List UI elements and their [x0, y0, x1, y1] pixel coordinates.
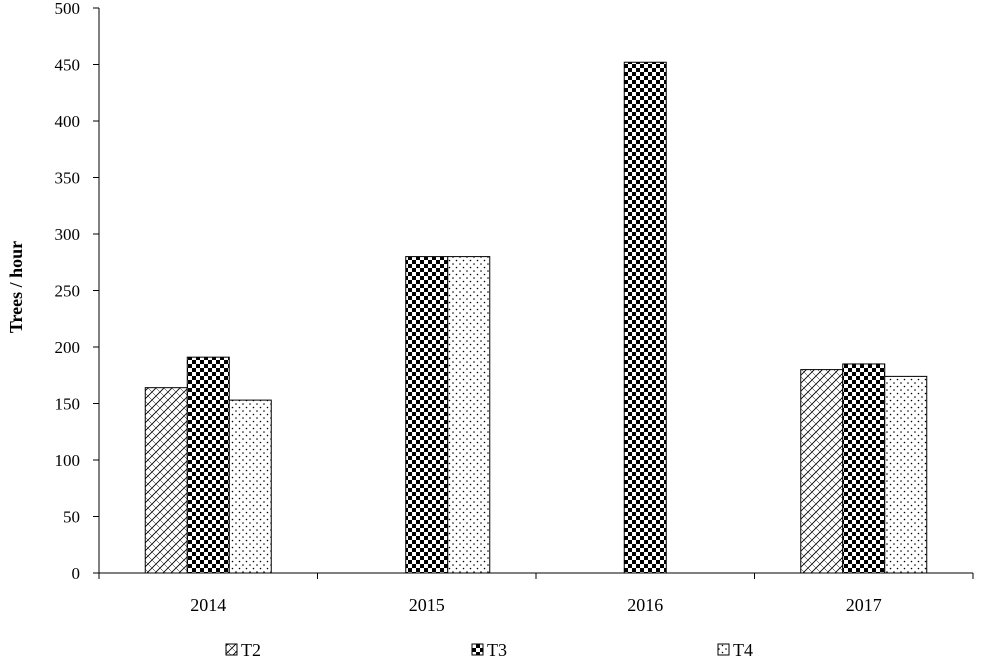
y-tick-label: 0 [72, 564, 81, 583]
x-axis: 2014 2015 2016 2017 [98, 572, 974, 615]
x-tick-label: 2016 [627, 595, 663, 615]
bar-t3-2016 [623, 61, 667, 574]
y-axis: 0 50 100 150 200 250 300 350 400 450 500 [55, 0, 100, 583]
y-tick-label: 200 [55, 338, 81, 357]
y-tick-label: 450 [55, 56, 81, 75]
legend-label-t2: T2 [241, 640, 261, 660]
bar-t2-2014 [144, 387, 188, 574]
x-tick-label: 2015 [409, 595, 445, 615]
y-tick-label: 100 [55, 451, 81, 470]
bar-t3-2015 [405, 256, 449, 574]
bar-t2-2017 [800, 369, 844, 574]
legend: T2 T3 T4 [225, 640, 753, 660]
x-tick-label: 2014 [190, 595, 226, 615]
legend-label-t3: T3 [487, 640, 507, 660]
legend-swatch-t2 [225, 643, 238, 656]
bars-group [144, 61, 928, 574]
y-tick-label: 400 [55, 112, 81, 131]
legend-swatch-t3 [471, 643, 484, 656]
y-tick-label: 250 [55, 282, 81, 301]
y-tick-label: 150 [55, 395, 81, 414]
legend-label-t4: T4 [733, 640, 753, 660]
y-axis-label: Trees / hour [6, 241, 26, 333]
y-tick-label: 50 [63, 508, 80, 527]
bar-t3-2014 [186, 356, 230, 574]
bar-t4-2015 [447, 256, 491, 574]
x-tick-label: 2017 [846, 595, 882, 615]
y-tick-label: 300 [55, 225, 81, 244]
bar-t3-2017 [842, 363, 886, 574]
bar-t4-2014 [228, 399, 272, 574]
bar-t4-2017 [884, 375, 928, 574]
legend-swatch-t4 [717, 643, 730, 656]
y-tick-label: 350 [55, 169, 81, 188]
y-tick-label: 500 [55, 0, 81, 18]
